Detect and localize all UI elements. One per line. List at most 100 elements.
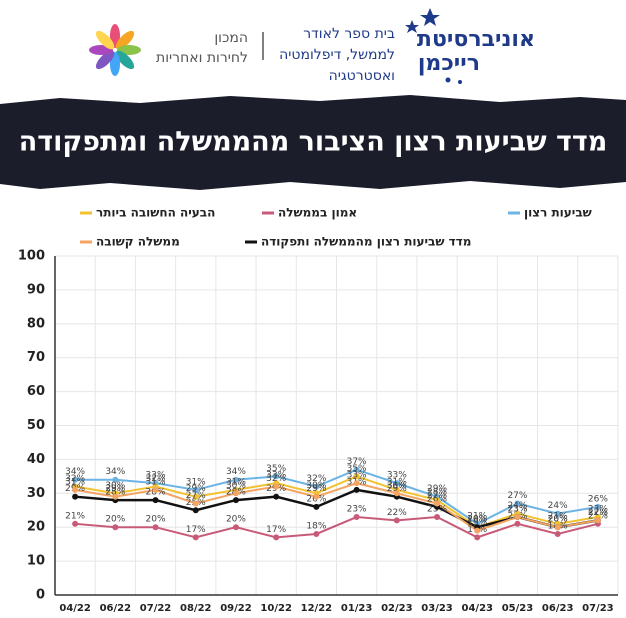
data-label: 30% — [306, 481, 326, 491]
data-label: 31% — [146, 477, 166, 487]
school-name: לממשל, דיפלומטיה — [279, 47, 395, 63]
data-point — [393, 490, 400, 497]
data-label: 19% — [467, 518, 487, 528]
data-label: 35% — [266, 464, 286, 474]
data-label: 21% — [548, 511, 568, 521]
series-line — [74, 475, 599, 529]
data-point — [514, 514, 521, 521]
data-label: 35% — [347, 464, 367, 474]
data-label: 29% — [186, 484, 206, 494]
y-tick-label: 10 — [27, 554, 45, 569]
x-tick-label: 06/22 — [100, 603, 132, 614]
series-line — [74, 482, 599, 532]
x-tick-label: 04/22 — [59, 603, 91, 614]
data-point — [152, 524, 159, 531]
data-point — [353, 514, 360, 521]
data-label: 31% — [186, 477, 206, 487]
data-label: 21% — [65, 511, 85, 521]
y-tick-label: 0 — [36, 588, 45, 603]
data-label: 34% — [105, 467, 125, 477]
data-label: 33% — [387, 471, 407, 481]
data-point — [313, 493, 320, 500]
data-label: 22% — [588, 508, 608, 518]
data-point — [273, 534, 280, 541]
university-logo: אוניברסיטת רייכמן — [405, 8, 535, 84]
institute-name: המכון — [214, 30, 248, 46]
data-label: 23% — [507, 505, 527, 515]
star — [420, 8, 440, 26]
data-label: 20% — [548, 515, 568, 525]
petal — [95, 30, 115, 50]
data-label: 23% — [347, 505, 367, 515]
data-label: 23% — [507, 505, 527, 515]
data-label: 29% — [105, 484, 125, 494]
data-label: 22% — [387, 508, 407, 518]
x-tick-label: 04/23 — [462, 603, 494, 614]
data-point — [554, 530, 561, 537]
legend-label: שביעות רצון — [524, 206, 592, 220]
data-label: 37% — [347, 457, 367, 467]
data-point — [72, 476, 79, 483]
data-label: 34% — [226, 467, 246, 477]
title-band — [0, 95, 626, 190]
star — [405, 20, 419, 33]
data-label: 20% — [467, 515, 487, 525]
data-point — [192, 500, 199, 507]
data-point — [72, 486, 79, 493]
y-tick-label: 80 — [27, 316, 45, 331]
y-tick-label: 100 — [18, 249, 45, 264]
data-point — [313, 530, 320, 537]
data-label: 31% — [387, 477, 407, 487]
data-label: 27% — [186, 491, 206, 501]
petal — [95, 50, 115, 70]
data-label: 17% — [266, 525, 286, 535]
data-label: 27% — [507, 491, 527, 501]
data-label: 22% — [588, 508, 608, 518]
x-tick-label: 07/23 — [582, 603, 614, 614]
data-label: 29% — [387, 484, 407, 494]
x-tick-label: 08/22 — [180, 603, 212, 614]
legend-label: אמון בממשלה — [278, 206, 357, 220]
data-point — [474, 534, 481, 541]
data-label: 29% — [427, 484, 447, 494]
petal — [115, 30, 135, 50]
data-label: 32% — [146, 474, 166, 484]
data-label: 34% — [65, 467, 85, 477]
data-point — [434, 500, 441, 507]
institute-name: לחירות ואחריות — [156, 50, 248, 66]
x-tick-label: 09/22 — [220, 603, 252, 614]
data-point — [393, 480, 400, 487]
data-point — [192, 507, 199, 514]
data-label: 33% — [146, 471, 166, 481]
x-tick-label: 12/22 — [301, 603, 333, 614]
data-point — [72, 520, 79, 527]
series-line — [75, 468, 599, 525]
data-point — [273, 473, 280, 480]
petal — [115, 50, 135, 70]
dot — [445, 77, 451, 83]
school-name: ואסטרטגיה — [329, 68, 395, 84]
data-point — [353, 473, 360, 480]
data-label: 30% — [105, 481, 125, 491]
data-point — [192, 486, 199, 493]
data-label: 18% — [306, 521, 326, 531]
data-point — [353, 466, 360, 473]
data-label: 17% — [186, 525, 206, 535]
data-label: 32% — [266, 474, 286, 484]
x-tick-label: 01/23 — [341, 603, 373, 614]
data-label: 32% — [306, 474, 326, 484]
data-point — [112, 476, 119, 483]
data-point — [474, 527, 481, 534]
data-label: 20% — [467, 515, 487, 525]
data-label: 24% — [548, 501, 568, 511]
data-label: 31% — [226, 477, 246, 487]
data-point — [232, 524, 239, 531]
data-point — [514, 520, 521, 527]
data-point — [232, 490, 239, 497]
legend-label: מדד שביעות רצון מהממשלה ותפקודה — [261, 235, 471, 249]
x-tick-label: 10/22 — [260, 603, 292, 614]
data-label: 26% — [427, 494, 447, 504]
data-point — [313, 483, 320, 490]
data-point — [434, 514, 441, 521]
